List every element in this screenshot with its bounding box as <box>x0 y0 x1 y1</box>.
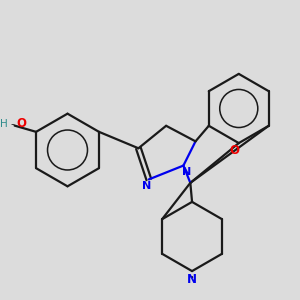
Text: O: O <box>230 144 240 158</box>
Text: H: H <box>0 119 8 129</box>
Text: -: - <box>11 119 15 129</box>
Text: N: N <box>142 181 152 190</box>
Text: N: N <box>187 273 197 286</box>
Text: O: O <box>16 117 26 130</box>
Text: N: N <box>182 167 191 177</box>
